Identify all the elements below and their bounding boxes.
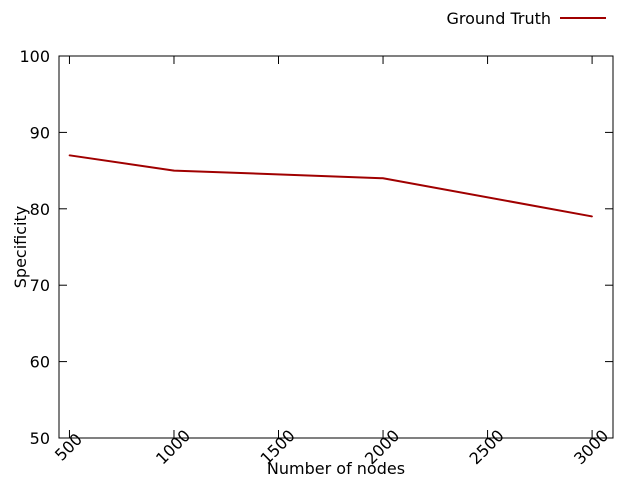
y-tick-label: 80 (30, 200, 50, 219)
y-tick-label: 50 (30, 429, 50, 448)
axis-ticks (59, 55, 613, 439)
legend: Ground Truth (447, 9, 606, 28)
series-lines (68, 154, 593, 218)
x-tick-label: 2500 (466, 426, 508, 468)
series-line (69, 154, 593, 218)
x-tick-label: 500 (51, 430, 86, 465)
plot-frame (58, 55, 614, 439)
data-point (382, 177, 384, 180)
y-tick-label: 70 (30, 276, 50, 295)
y-tick-label: 90 (30, 123, 50, 142)
x-tick-label: 1000 (152, 426, 194, 468)
y-tick-label: 60 (30, 353, 50, 372)
y-axis-label: Specificity (11, 206, 30, 288)
data-point (591, 215, 593, 218)
y-tick-labels: 50 60 70 80 90 100 (19, 47, 50, 448)
y-tick-label: 100 (19, 47, 50, 66)
x-tick-label: 3000 (570, 426, 612, 468)
x-axis-label: Number of nodes (267, 459, 405, 478)
legend-label: Ground Truth (447, 9, 552, 28)
data-point (173, 169, 175, 172)
data-point (68, 154, 71, 157)
